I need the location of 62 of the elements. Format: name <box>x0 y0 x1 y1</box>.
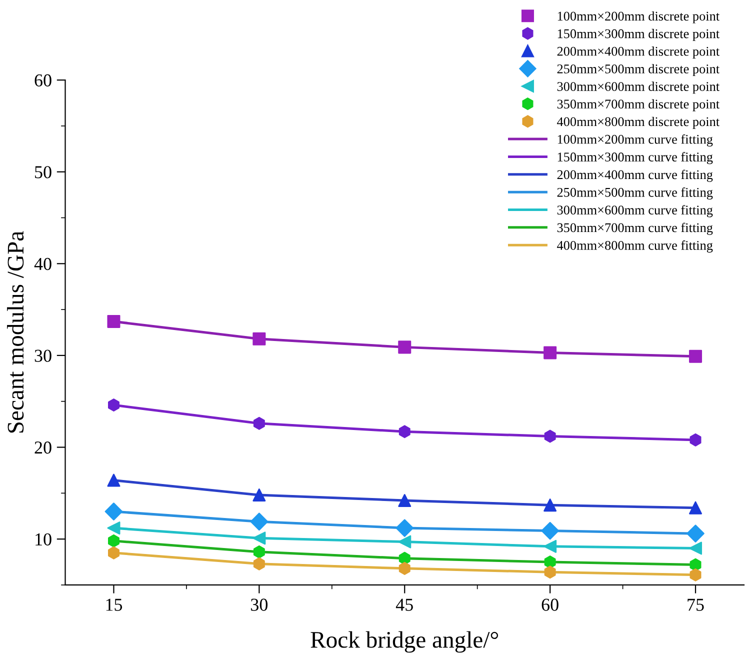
legend-label: 150mm×300mm curve fitting <box>558 152 713 164</box>
point <box>398 562 410 575</box>
legend-label: 350mm×700mm discrete point <box>557 99 720 112</box>
point <box>252 532 266 545</box>
point <box>544 540 557 553</box>
y-tick-label: 30 <box>34 350 52 362</box>
point <box>690 433 702 446</box>
point <box>252 332 266 346</box>
x-tick-label: 60 <box>542 598 558 611</box>
point <box>689 350 702 363</box>
point <box>107 474 120 487</box>
point <box>398 340 412 354</box>
point <box>253 545 265 558</box>
x-tick-label: 45 <box>396 598 413 611</box>
legend-label: 100mm×200mm curve fitting <box>558 134 713 147</box>
y-axis-title: Secant modulus /GPa <box>7 231 24 433</box>
x-tick-label: 75 <box>688 598 704 611</box>
point <box>686 524 704 542</box>
point <box>541 522 559 540</box>
legend-label: 200mm×400mm discrete point <box>557 46 720 58</box>
x-tick-label: 15 <box>106 598 122 611</box>
point <box>396 519 414 537</box>
point <box>398 535 412 548</box>
point <box>690 568 702 582</box>
legend-label: 400mm×800mm discrete point <box>557 116 720 129</box>
y-tick-label: 60 <box>34 74 52 86</box>
point <box>252 488 266 502</box>
point <box>108 398 120 412</box>
point <box>544 556 556 569</box>
point <box>544 498 557 512</box>
legend-label: 400mm×800mm curve fitting <box>557 240 713 253</box>
point <box>253 416 265 430</box>
point <box>544 346 557 360</box>
x-axis-title: Rock bridge angle/° <box>310 631 498 653</box>
legend-label: 250mm×500mm discrete point <box>557 64 720 76</box>
x-tick-label: 30 <box>251 598 268 611</box>
legend-label: 200mm×400mm curve fitting <box>557 170 713 182</box>
point <box>104 502 123 520</box>
point <box>108 534 120 548</box>
point <box>108 546 120 560</box>
point <box>544 430 556 443</box>
legend-label: 300mm×600mm discrete point <box>557 82 720 94</box>
y-tick-label: 20 <box>34 442 52 454</box>
point <box>107 522 120 535</box>
point <box>544 566 556 579</box>
point <box>250 512 268 531</box>
legend-label: 250mm×500mm curve fitting <box>557 187 713 200</box>
point <box>253 557 265 570</box>
point <box>398 425 410 438</box>
point <box>690 558 702 572</box>
legend-label: 100mm×200mm discrete point <box>558 11 720 24</box>
point <box>107 314 120 328</box>
point <box>689 542 702 555</box>
point <box>398 494 412 508</box>
y-tick-label: 10 <box>36 533 52 546</box>
legend-label: 150mm×300mm discrete point <box>558 28 720 41</box>
point <box>398 552 410 565</box>
y-tick-label: 50 <box>35 166 52 178</box>
y-tick-label: 40 <box>34 258 52 270</box>
point <box>689 501 702 514</box>
legend-label: 300mm×600mm curve fitting <box>557 205 713 218</box>
legend-label: 350mm×700mm curve fitting <box>557 222 713 235</box>
